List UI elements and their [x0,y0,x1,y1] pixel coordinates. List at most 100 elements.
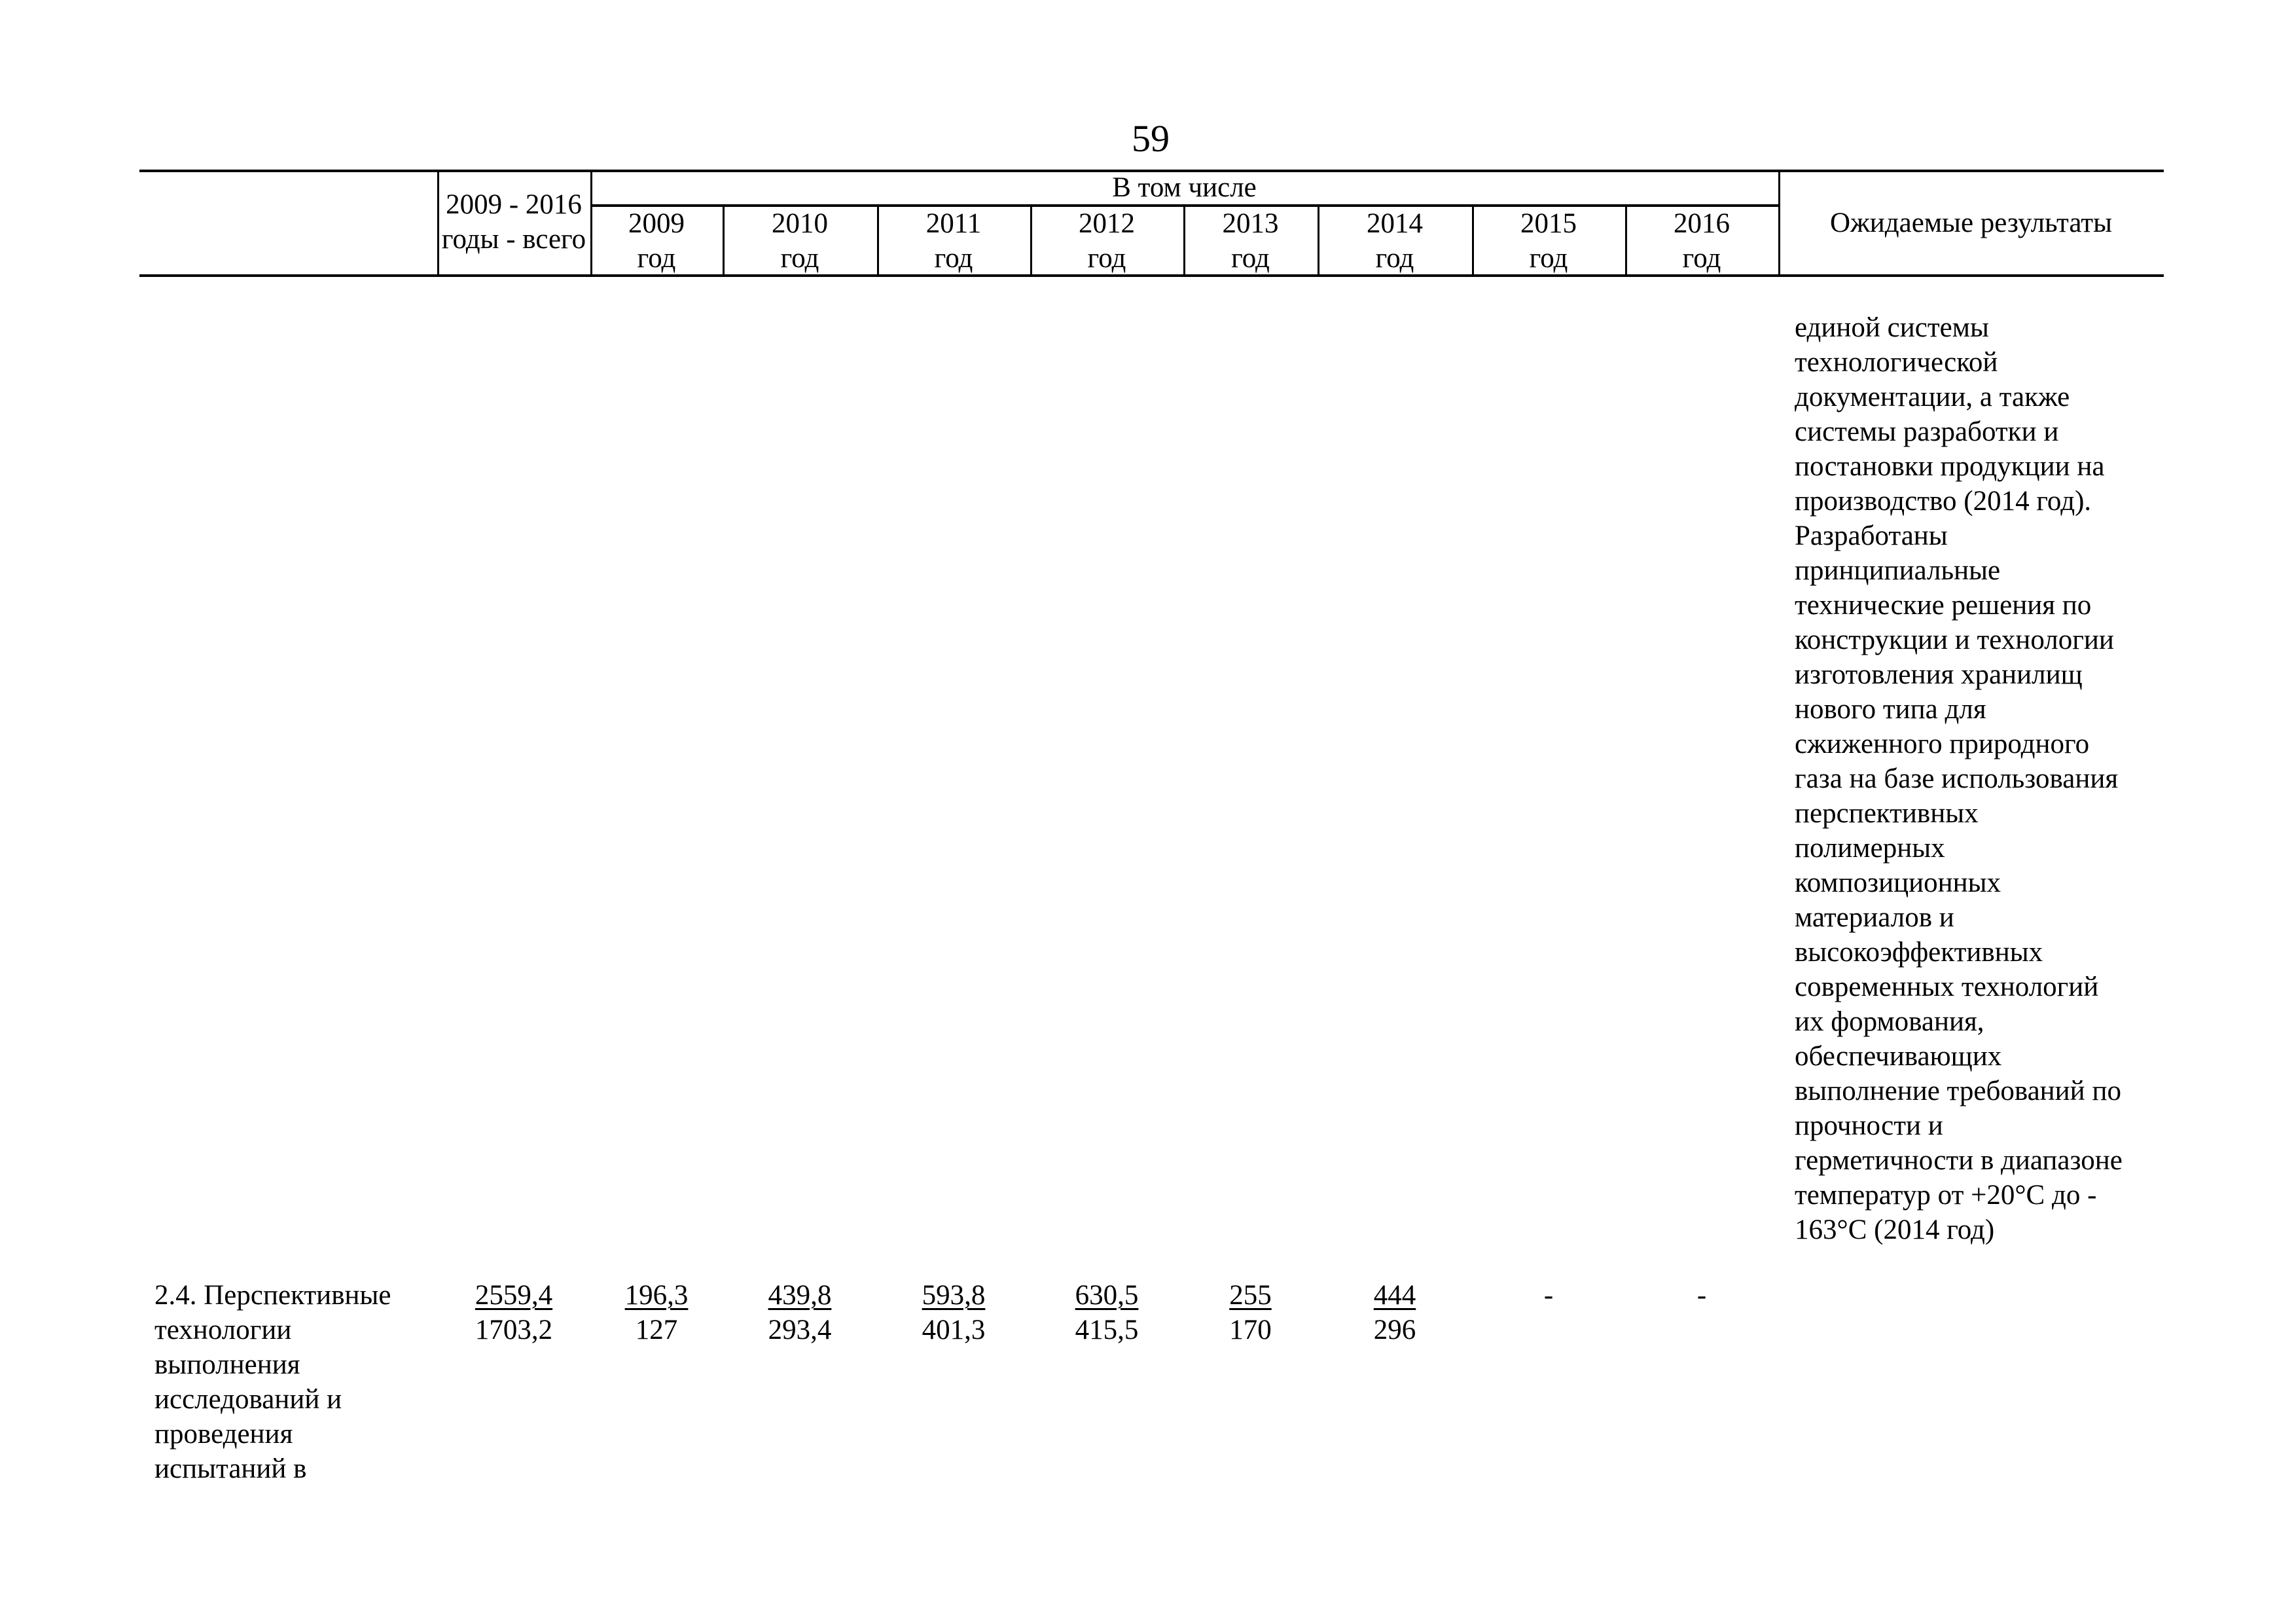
value-federal: 127 [635,1315,678,1345]
results-line: их формования, [1795,1006,1984,1037]
results-line: газа на базе использования [1795,763,2119,794]
row-name-line: исследований и [154,1384,342,1415]
year: 2011 [925,208,982,239]
value-federal: 401,3 [922,1315,986,1345]
col-divider [590,170,592,276]
year-header: 2009 год [590,206,723,276]
value-total: 196,3 [624,1280,689,1311]
results-line: материалов и [1795,902,1954,933]
group-header: В том числе [1112,172,1257,203]
results-line: перспективных [1795,798,1979,829]
results-line: высокоэффективных [1795,937,2043,968]
row-name-line: технологии [154,1315,292,1345]
year: 2015 [1520,208,1577,239]
results-line: технологической [1795,347,1998,378]
year-unit: год [1231,243,1270,274]
value-total: 444 [1373,1280,1416,1311]
value-total: - [1543,1280,1554,1311]
value-cell: 439,8 293,4 [723,1278,877,1347]
total-header-line: 2009 - 2016 [446,189,582,220]
col-divider [1030,204,1032,276]
value-cell: 196,3 127 [590,1278,723,1347]
results-line: обеспечивающих [1795,1041,2002,1072]
results-line: Разработаны [1795,520,1948,551]
col-divider [1778,170,1780,276]
results-line: герметичности в диапазоне [1795,1145,2123,1176]
total-column-header: 2009 - 2016 годы - всего [437,187,590,257]
results-line: композиционных [1795,867,2001,898]
value-federal: 293,4 [768,1315,832,1345]
year: 2016 [1674,208,1730,239]
row-name: 2.4. Перспективные технологии выполнения ис… [154,1278,429,1486]
page-number: 59 [1132,117,1170,160]
header-bottom-rule [139,274,2164,277]
col-divider [1318,204,1319,276]
year-unit: год [780,243,819,274]
results-line: 163°С (2014 год) [1795,1214,1995,1245]
col-divider [1472,204,1474,276]
year: 2012 [1079,208,1135,239]
year-unit: год [934,243,973,274]
results-line: изготовления хранилищ [1795,659,2083,690]
value-cell: 593,8 401,3 [877,1278,1030,1347]
value-total: 2559,4 [475,1280,553,1311]
results-line: полимерных [1795,833,1945,864]
year-header: 2010 год [723,206,877,276]
results-line: сжиженного природного [1795,729,2090,759]
value-cell: 444 296 [1318,1278,1472,1347]
value-cell: - [1472,1278,1625,1313]
value-cell: 2559,4 1703,2 [437,1278,590,1347]
year-unit: год [1529,243,1568,274]
value-cell: 255 170 [1183,1278,1318,1347]
results-line: современных технологий [1795,972,2099,1002]
year-header: 2016 год [1625,206,1778,276]
year-unit: год [1087,243,1126,274]
value-total: 630,5 [1075,1280,1139,1311]
results-line: системы разработки и [1795,416,2059,447]
year-header: 2013 год [1183,206,1318,276]
col-divider [723,204,725,276]
row-name-line: проведения [154,1419,293,1450]
results-line: единой системы [1795,312,1989,343]
col-divider [1625,204,1627,276]
results-line: принципиальные [1795,555,2001,586]
year-unit: год [1682,243,1721,274]
year-unit: год [637,243,676,274]
value-federal: 1703,2 [475,1315,553,1345]
results-line: выполнение требований по [1795,1076,2121,1106]
results-line: постановки продукции на [1795,451,2105,482]
year: 2014 [1367,208,1423,239]
year-header: 2015 год [1472,206,1625,276]
col-divider [1183,204,1185,276]
value-cell: 630,5 415,5 [1030,1278,1183,1347]
results-line: нового типа для [1795,694,1986,725]
total-header-line: годы - всего [441,224,586,255]
col-divider [877,204,879,276]
results-line: технические решения по [1795,590,2092,621]
row-name-line: испытаний в [154,1453,307,1484]
value-total: 439,8 [768,1280,832,1311]
expected-results-text: единой системы технологической документаци… [1795,310,2161,1247]
year-unit: год [1375,243,1414,274]
header-top-rule [139,170,2164,172]
results-line: конструкции и технологии [1795,625,2114,655]
value-total: - [1696,1280,1707,1311]
value-federal: 170 [1229,1315,1272,1345]
value-federal: 296 [1373,1315,1416,1345]
value-total: 593,8 [922,1280,986,1311]
col-divider [437,170,439,276]
value-federal: 415,5 [1075,1315,1139,1345]
results-line: прочности и [1795,1110,1943,1141]
value-cell: - [1625,1278,1778,1313]
year-header: 2014 год [1318,206,1472,276]
results-line: производство (2014 год). [1795,486,2092,517]
year-header: 2011 год [877,206,1030,276]
results-line: документации, а также [1795,382,2070,412]
results-line: температур от +20°С до - [1795,1180,2097,1211]
row-name-line: выполнения [154,1349,300,1380]
year: 2010 [772,208,828,239]
results-column-header: Ожидаемые результаты [1830,208,2112,238]
year: 2013 [1222,208,1279,239]
year: 2009 [628,208,685,239]
row-name-line: 2.4. Перспективные [154,1280,391,1311]
